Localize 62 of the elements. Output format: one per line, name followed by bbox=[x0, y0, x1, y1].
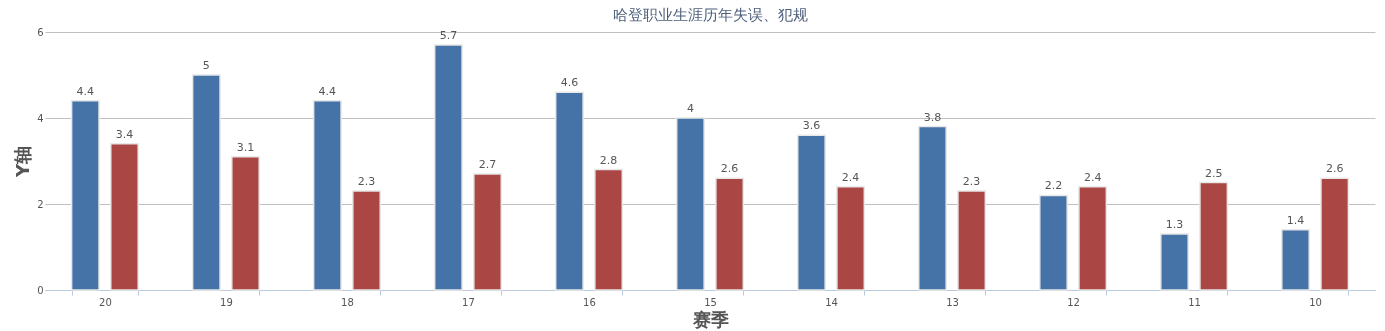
data-label: 2.2 bbox=[1044, 179, 1063, 193]
data-label: 3.1 bbox=[236, 140, 255, 154]
chart-title: 哈登职业生涯历年失误、犯规 bbox=[612, 6, 808, 24]
bar bbox=[594, 168, 624, 291]
data-label: 4 bbox=[686, 102, 694, 115]
data-label: 1.4 bbox=[1286, 213, 1305, 227]
x-tick-label: 15 bbox=[704, 296, 717, 308]
bar bbox=[1199, 181, 1229, 291]
bar bbox=[231, 155, 260, 291]
data-label: 3.6 bbox=[802, 119, 821, 133]
bar bbox=[433, 44, 463, 291]
bar bbox=[715, 177, 745, 291]
bar bbox=[352, 190, 381, 291]
data-label: 2.4 bbox=[841, 170, 860, 184]
bar bbox=[110, 143, 139, 291]
data-label: 2.5 bbox=[1204, 166, 1223, 180]
data-label: 2.7 bbox=[478, 157, 497, 171]
x-tick-label: 12 bbox=[1067, 296, 1080, 308]
x-axis-title: 赛季 bbox=[691, 308, 729, 330]
data-label: 5 bbox=[202, 59, 210, 72]
bar bbox=[957, 190, 987, 291]
data-label: 2.8 bbox=[599, 153, 618, 167]
x-tick-label: 13 bbox=[946, 296, 959, 308]
y-tick-label: 4 bbox=[37, 112, 44, 124]
data-label: 2.4 bbox=[1083, 170, 1102, 184]
data-label: 5.7 bbox=[439, 28, 458, 42]
bar bbox=[675, 117, 705, 291]
bar bbox=[473, 173, 502, 291]
data-label: 2.6 bbox=[1325, 162, 1344, 176]
data-label: 2.3 bbox=[962, 175, 981, 189]
bar bbox=[312, 100, 342, 291]
bar bbox=[836, 186, 866, 291]
data-label: 3.8 bbox=[923, 110, 942, 124]
data-label: 2.3 bbox=[357, 175, 376, 189]
x-tick-label: 18 bbox=[341, 296, 354, 308]
y-axis-title: Y轴 bbox=[12, 145, 34, 179]
x-tick-label: 20 bbox=[99, 296, 112, 308]
bar bbox=[1281, 229, 1310, 291]
x-tick-label: 19 bbox=[220, 296, 233, 308]
x-tick-label: 16 bbox=[583, 296, 596, 308]
data-label: 2.6 bbox=[720, 162, 739, 176]
y-tick-label: 2 bbox=[37, 198, 44, 210]
bar bbox=[1039, 194, 1068, 291]
bar bbox=[191, 74, 221, 291]
x-tick-label: 10 bbox=[1309, 296, 1322, 308]
data-label: 4.4 bbox=[318, 84, 337, 98]
bar bbox=[1320, 177, 1350, 291]
bar bbox=[796, 134, 826, 291]
bar bbox=[1160, 233, 1189, 291]
bar bbox=[554, 91, 584, 291]
data-label: 4.6 bbox=[560, 76, 579, 90]
data-label: 3.4 bbox=[115, 127, 134, 141]
x-tick-label: 11 bbox=[1188, 296, 1201, 308]
data-label: 4.4 bbox=[76, 84, 95, 98]
bar bbox=[70, 100, 100, 291]
data-label: 1.3 bbox=[1165, 218, 1184, 232]
y-tick-label: 6 bbox=[37, 26, 44, 38]
y-tick-label: 0 bbox=[37, 284, 44, 296]
bar bbox=[918, 125, 947, 291]
x-tick-label: 14 bbox=[825, 296, 838, 308]
bar bbox=[1078, 186, 1108, 291]
x-tick-label: 17 bbox=[462, 296, 475, 308]
